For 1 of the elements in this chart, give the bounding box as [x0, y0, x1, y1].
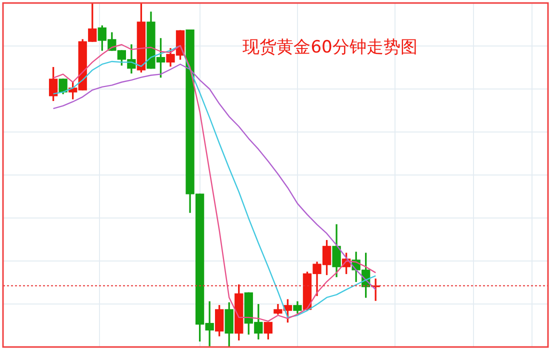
text: 现货黄金60分钟走势图	[242, 37, 418, 58]
